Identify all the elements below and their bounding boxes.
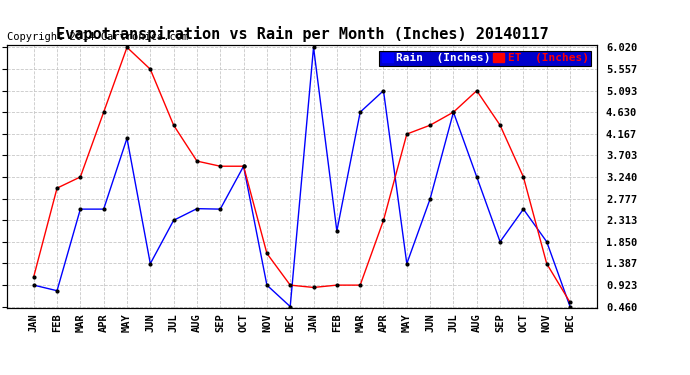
Text: Copyright 2014 Cartronics.com: Copyright 2014 Cartronics.com bbox=[7, 32, 188, 42]
Legend: Rain  (Inches), ET  (Inches): Rain (Inches), ET (Inches) bbox=[379, 51, 591, 66]
Title: Evapotranspiration vs Rain per Month (Inches) 20140117: Evapotranspiration vs Rain per Month (In… bbox=[55, 27, 549, 42]
